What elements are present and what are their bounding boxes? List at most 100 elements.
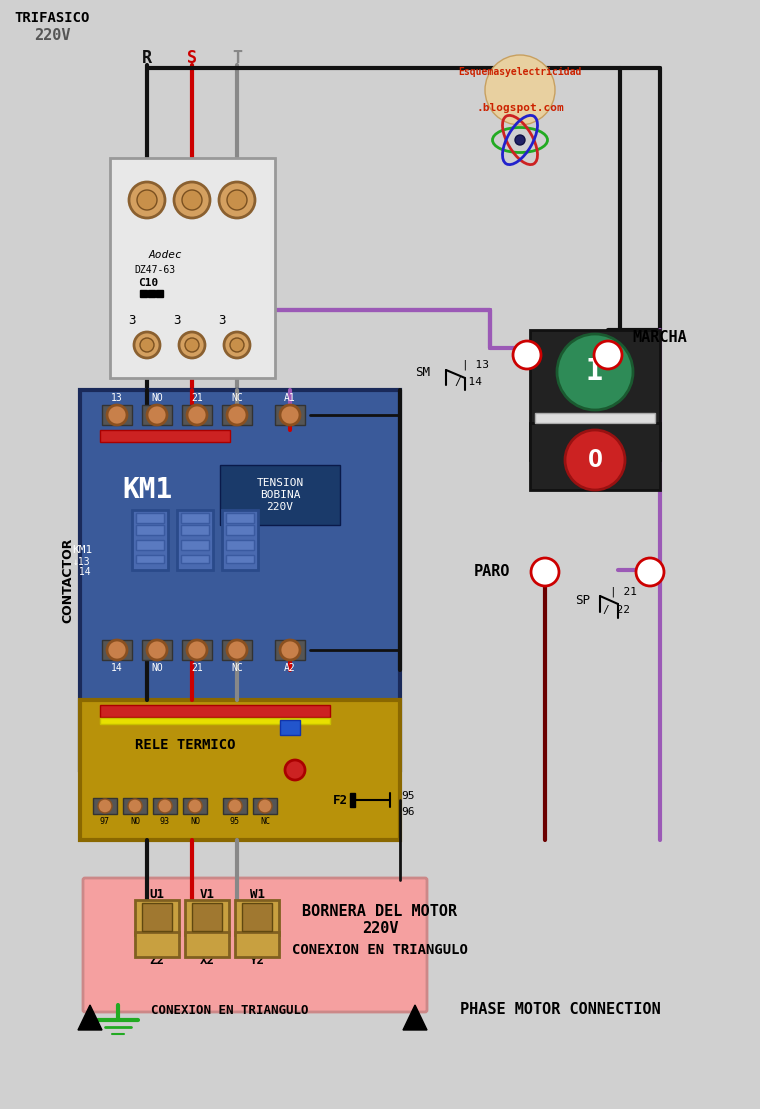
Text: X2: X2 bbox=[199, 954, 214, 967]
Bar bbox=[80, 700, 400, 840]
Text: RELE TERMICO: RELE TERMICO bbox=[135, 737, 236, 752]
Text: O: O bbox=[587, 448, 603, 472]
Bar bbox=[181, 540, 209, 550]
Text: NO: NO bbox=[130, 817, 140, 826]
Circle shape bbox=[557, 334, 633, 410]
Text: I: I bbox=[586, 357, 604, 387]
Circle shape bbox=[565, 430, 625, 490]
Bar bbox=[136, 554, 164, 563]
Text: 14: 14 bbox=[73, 567, 90, 577]
Circle shape bbox=[228, 798, 242, 813]
Text: NO: NO bbox=[190, 817, 200, 826]
Circle shape bbox=[227, 640, 247, 660]
Text: C10: C10 bbox=[138, 278, 158, 288]
Bar bbox=[100, 705, 330, 718]
Bar bbox=[181, 513, 209, 523]
Bar bbox=[80, 390, 400, 770]
Bar bbox=[192, 903, 222, 930]
Text: Esquemasyelectricidad: Esquemasyelectricidad bbox=[458, 67, 581, 77]
Bar bbox=[253, 798, 277, 814]
Text: 97: 97 bbox=[100, 817, 110, 826]
Circle shape bbox=[227, 405, 247, 425]
Text: CONEXION EN TRIANGULO: CONEXION EN TRIANGULO bbox=[151, 1004, 309, 1017]
Text: 95: 95 bbox=[230, 817, 240, 826]
Bar bbox=[535, 413, 655, 423]
Circle shape bbox=[134, 332, 160, 358]
Circle shape bbox=[485, 55, 555, 125]
Bar bbox=[135, 901, 179, 935]
Bar bbox=[185, 901, 229, 935]
Text: 21: 21 bbox=[191, 663, 203, 673]
Bar bbox=[242, 903, 272, 930]
Circle shape bbox=[107, 640, 127, 660]
Text: 14: 14 bbox=[601, 350, 615, 360]
Bar bbox=[142, 405, 172, 425]
Circle shape bbox=[187, 640, 207, 660]
Text: NO: NO bbox=[151, 393, 163, 403]
Bar bbox=[220, 465, 340, 525]
Text: MARCHA: MARCHA bbox=[632, 330, 687, 346]
Bar bbox=[140, 289, 147, 297]
Circle shape bbox=[219, 182, 255, 218]
Bar bbox=[181, 525, 209, 535]
Bar bbox=[132, 510, 168, 570]
FancyBboxPatch shape bbox=[83, 878, 427, 1013]
Bar bbox=[142, 903, 172, 930]
Text: / 14: / 14 bbox=[455, 377, 482, 387]
Text: | 13: | 13 bbox=[462, 359, 489, 370]
Polygon shape bbox=[78, 1005, 102, 1030]
Text: KM1: KM1 bbox=[72, 545, 92, 554]
Circle shape bbox=[227, 190, 247, 210]
Bar bbox=[102, 405, 132, 425]
Circle shape bbox=[128, 798, 142, 813]
Text: CONEXION EN TRIANGULO: CONEXION EN TRIANGULO bbox=[292, 943, 468, 957]
Circle shape bbox=[147, 405, 167, 425]
Text: NO: NO bbox=[151, 663, 163, 673]
Bar bbox=[222, 640, 252, 660]
Bar bbox=[136, 540, 164, 550]
Circle shape bbox=[280, 405, 300, 425]
Circle shape bbox=[531, 558, 559, 586]
Text: / 22: / 22 bbox=[603, 606, 630, 615]
Bar bbox=[226, 525, 254, 535]
Text: Aodec: Aodec bbox=[148, 250, 182, 260]
Text: T: T bbox=[232, 49, 242, 67]
Bar bbox=[123, 798, 147, 814]
Bar bbox=[223, 798, 247, 814]
Bar bbox=[530, 330, 660, 460]
Circle shape bbox=[129, 182, 165, 218]
Circle shape bbox=[179, 332, 205, 358]
Text: V1: V1 bbox=[199, 888, 214, 902]
Bar bbox=[183, 798, 207, 814]
Circle shape bbox=[515, 135, 525, 145]
Text: .blogspot.com: .blogspot.com bbox=[476, 103, 564, 113]
Bar bbox=[100, 718, 330, 724]
Text: BORNERA DEL MOTOR
220V: BORNERA DEL MOTOR 220V bbox=[302, 904, 458, 936]
Text: 3: 3 bbox=[218, 314, 226, 326]
Circle shape bbox=[174, 182, 210, 218]
Text: NC: NC bbox=[260, 817, 270, 826]
Bar bbox=[235, 901, 279, 935]
Bar bbox=[275, 640, 305, 660]
Text: NC: NC bbox=[231, 393, 243, 403]
Bar bbox=[136, 513, 164, 523]
Text: SP: SP bbox=[575, 593, 590, 607]
Bar bbox=[148, 289, 155, 297]
Text: R: R bbox=[142, 49, 152, 67]
Bar bbox=[226, 513, 254, 523]
Text: 13: 13 bbox=[111, 393, 123, 403]
Circle shape bbox=[636, 558, 664, 586]
Bar bbox=[135, 932, 179, 957]
Text: A1: A1 bbox=[284, 393, 296, 403]
Text: PHASE MOTOR CONNECTION: PHASE MOTOR CONNECTION bbox=[460, 1003, 660, 1017]
Circle shape bbox=[98, 798, 112, 813]
Polygon shape bbox=[403, 1005, 427, 1030]
Text: DZ47-63: DZ47-63 bbox=[135, 265, 176, 275]
Circle shape bbox=[224, 332, 250, 358]
Bar bbox=[177, 510, 213, 570]
Circle shape bbox=[513, 340, 541, 369]
Bar bbox=[153, 798, 177, 814]
Text: ↓13: ↓13 bbox=[73, 557, 90, 567]
Text: SM: SM bbox=[415, 366, 430, 379]
Text: U1: U1 bbox=[150, 888, 164, 902]
